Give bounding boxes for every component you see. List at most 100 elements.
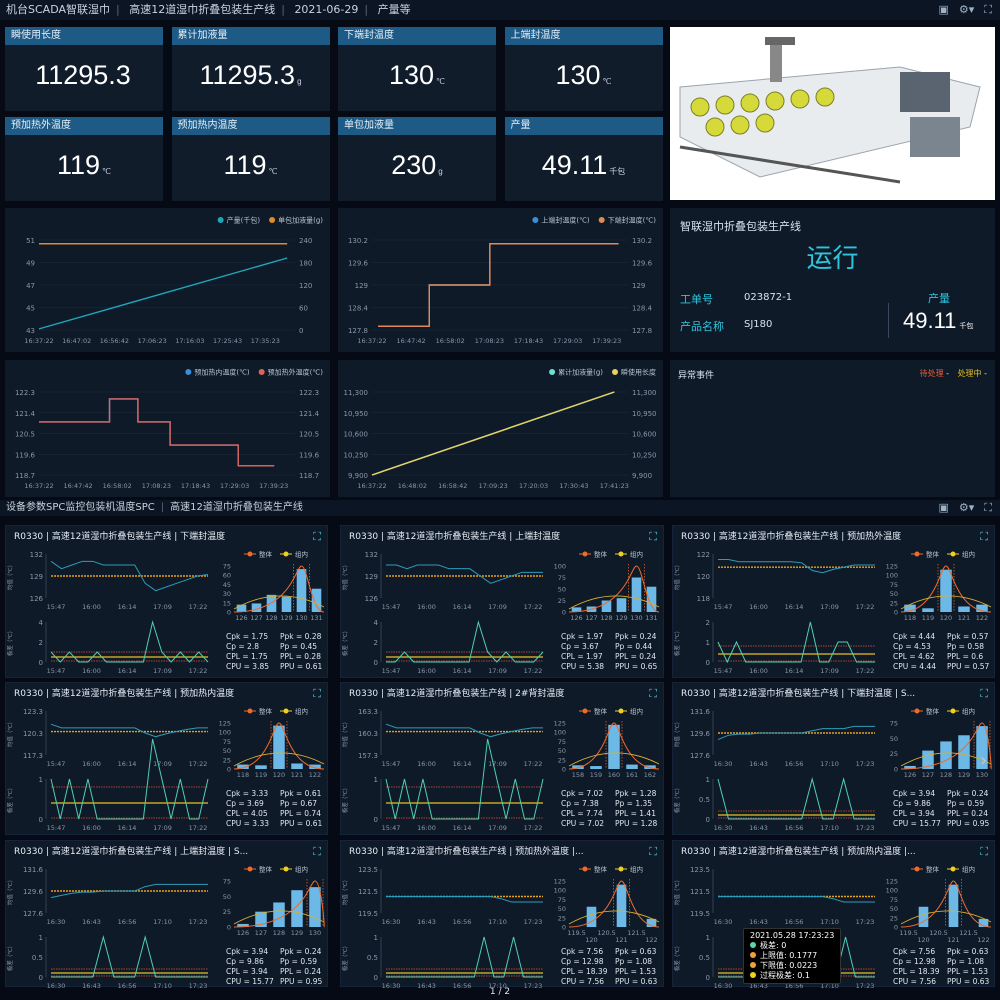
hist-x-tick: 162	[644, 771, 656, 779]
overall-curve	[233, 595, 325, 610]
kpi-card: 预加热外温度 119 ℃	[5, 117, 163, 201]
hist-x-tick: 131	[310, 614, 322, 622]
next-page-arrow-icon[interactable]: ›	[980, 750, 988, 771]
range-line	[51, 935, 208, 978]
spc-section-title: 设备参数SPC监控包装机温度SPC	[6, 502, 155, 513]
legend-marker	[549, 369, 556, 375]
output-label: 产量	[928, 292, 950, 305]
hist-x-tick: 121.5	[627, 929, 646, 937]
hist-bar	[904, 765, 916, 769]
y-tick: 121.5	[358, 888, 378, 896]
pagination[interactable]: 1 / 2	[489, 987, 511, 997]
stat-cpl: CPL = 7.74	[561, 809, 603, 818]
legend-within: 组内	[295, 865, 308, 874]
hist-x-tick: 122	[645, 936, 657, 944]
overall-curve	[900, 595, 992, 610]
expand-icon[interactable]: ⛶	[984, 501, 992, 514]
hist-bar	[626, 764, 638, 769]
fullscreen-icon[interactable]: ⛶	[649, 530, 657, 543]
fullscreen-icon[interactable]: ⛶	[313, 530, 321, 543]
x-tick: 17:10	[153, 918, 172, 926]
chart-liquid: 9,900 9,900 10,250 10,250 10,600 10,600 10,950…	[338, 360, 663, 497]
breadcrumb-app[interactable]: 机台SCADA智联湿巾	[6, 3, 110, 16]
chart-seal-temp: 127.8 127.8 128.4 128.4 129 129 129.6 129.6 130.…	[338, 208, 663, 352]
x-tick: 16:00	[749, 667, 768, 675]
value-axis-label: 均值（℃）	[6, 719, 14, 747]
trend-line	[386, 564, 543, 584]
y-tick: 127.6	[690, 752, 711, 760]
x-tick: 15:47	[382, 760, 401, 768]
fullscreen-icon[interactable]: ⛶	[649, 845, 657, 858]
legend-overall: 整体	[259, 550, 273, 559]
stat-cpk: Cpk = 3.94	[226, 947, 269, 956]
screen-icon[interactable]: ▣	[938, 501, 949, 514]
fullscreen-icon[interactable]: ⛶	[313, 687, 321, 700]
breadcrumb-line[interactable]: 高速12道湿巾折叠包装生产线	[129, 3, 276, 16]
fullscreen-icon[interactable]: ⛶	[980, 687, 988, 700]
hist-x-tick: 121	[615, 936, 627, 944]
range-y-tick: 0.5	[367, 954, 378, 962]
hist-y-tick: 50	[558, 586, 566, 594]
stat-cpl: CPL = 1.75	[226, 652, 268, 661]
stat-cpu: CPU = 5.38	[561, 662, 605, 671]
x-tick: 16:00	[749, 603, 768, 611]
x-tick: 17:09	[488, 667, 507, 675]
hist-y-tick: 0	[894, 609, 898, 617]
fullscreen-icon[interactable]: ⛶	[313, 845, 321, 858]
kpi-card: 累计加液量 11295.3 g	[171, 27, 330, 111]
legend-overall-marker	[247, 708, 253, 714]
x-tick: 16:37:22	[357, 482, 386, 490]
hist-y-tick: 0	[894, 766, 898, 774]
range-y-tick: 2	[39, 639, 43, 647]
hist-bar	[922, 750, 934, 769]
hist-bar	[571, 607, 582, 612]
capability-stats: Cpk = 3.94 Ppk = 0.24 Cp = 9.86 Pp = 0.59 CP…	[226, 947, 334, 987]
processing-label[interactable]: 处理中	[957, 369, 982, 378]
hist-y-tick: 25	[558, 597, 566, 605]
y-tick-right: 130.2	[632, 237, 652, 245]
range-axis-label: 极差（℃）	[341, 628, 349, 656]
range-axis-label: 极差（℃）	[341, 943, 349, 971]
fullscreen-icon[interactable]: ⛶	[649, 687, 657, 700]
trend-line	[717, 725, 875, 741]
hist-y-tick: 100	[554, 729, 566, 737]
value-axis-label: 均值（℃）	[341, 877, 349, 905]
spc-panel-title: R0330 | 高速12道湿巾折叠包装生产线 | 2#背封温度	[349, 689, 565, 699]
expand-icon[interactable]: ⛶	[984, 3, 992, 16]
y-tick-left: 10,950	[344, 410, 369, 418]
legend-overall: 整体	[594, 707, 608, 716]
hist-bar	[273, 725, 285, 769]
settings-icon[interactable]: ⚙▾	[958, 3, 975, 16]
x-tick: 16:30	[714, 918, 733, 926]
breadcrumb-date[interactable]: 2021-06-29	[294, 3, 359, 16]
spc-panel: R0330 | 高速12道湿巾折叠包装生产线 | 上端封温度 ⛶ 126 129 132…	[340, 525, 664, 678]
fullscreen-icon[interactable]: ⛶	[980, 530, 988, 543]
kpi-unit: 千包	[609, 167, 626, 176]
stat-cpu: CPU = 7.02	[561, 819, 605, 828]
x-tick: 16:14	[453, 667, 472, 675]
hist-bar	[586, 906, 597, 927]
hist-bar	[616, 884, 627, 927]
y-tick-left: 43	[26, 327, 35, 335]
pending-label[interactable]: 待处理	[919, 369, 944, 378]
breadcrumb-metric[interactable]: 产量等	[377, 3, 411, 16]
stat-pp: Pp = 1.08	[615, 957, 653, 966]
trend-line	[718, 559, 875, 574]
range-y-tick: 0	[706, 816, 710, 824]
hist-y-tick: 50	[890, 590, 898, 598]
value-axis-label: 均值（℃）	[341, 719, 349, 747]
spc-panel: R0330 | 高速12道湿巾折叠包装生产线 | 预加热外温度 |... ⛶ 119…	[340, 840, 664, 990]
screen-icon[interactable]: ▣	[938, 3, 949, 16]
hist-x-tick: 130	[309, 929, 321, 937]
divider	[888, 303, 889, 338]
x-tick: 17:18:43	[514, 337, 543, 345]
spc-panel-title: R0330 | 高速12道湿巾折叠包装生产线 | 预加热内温度	[14, 689, 235, 699]
x-tick: 17:20:03	[519, 482, 548, 490]
value-axis-label: 均值（℃）	[673, 877, 681, 905]
y-tick-left: 128.4	[348, 305, 369, 313]
fullscreen-icon[interactable]: ⛶	[980, 845, 988, 858]
within-curve	[568, 722, 660, 770]
x-tick: 16:30	[47, 982, 66, 990]
settings-icon[interactable]: ⚙▾	[958, 501, 975, 514]
legend-within-marker	[950, 551, 956, 557]
